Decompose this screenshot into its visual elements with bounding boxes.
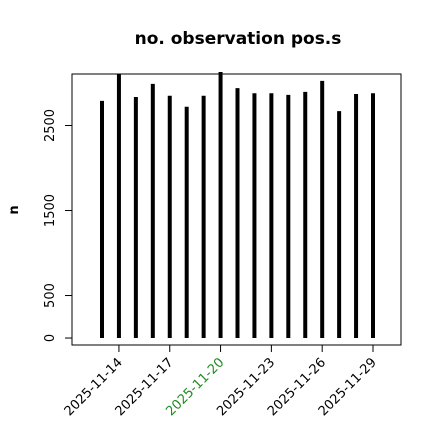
chart-title: no. observation pos.s (135, 29, 342, 49)
y-axis-label: n (7, 205, 22, 214)
y-tick-label: 500 (43, 283, 58, 308)
y-tick-label: 0 (43, 334, 58, 342)
y-tick-label: 1500 (43, 194, 58, 227)
plot-box (71, 73, 402, 346)
y-tick-label: 2500 (43, 109, 58, 142)
